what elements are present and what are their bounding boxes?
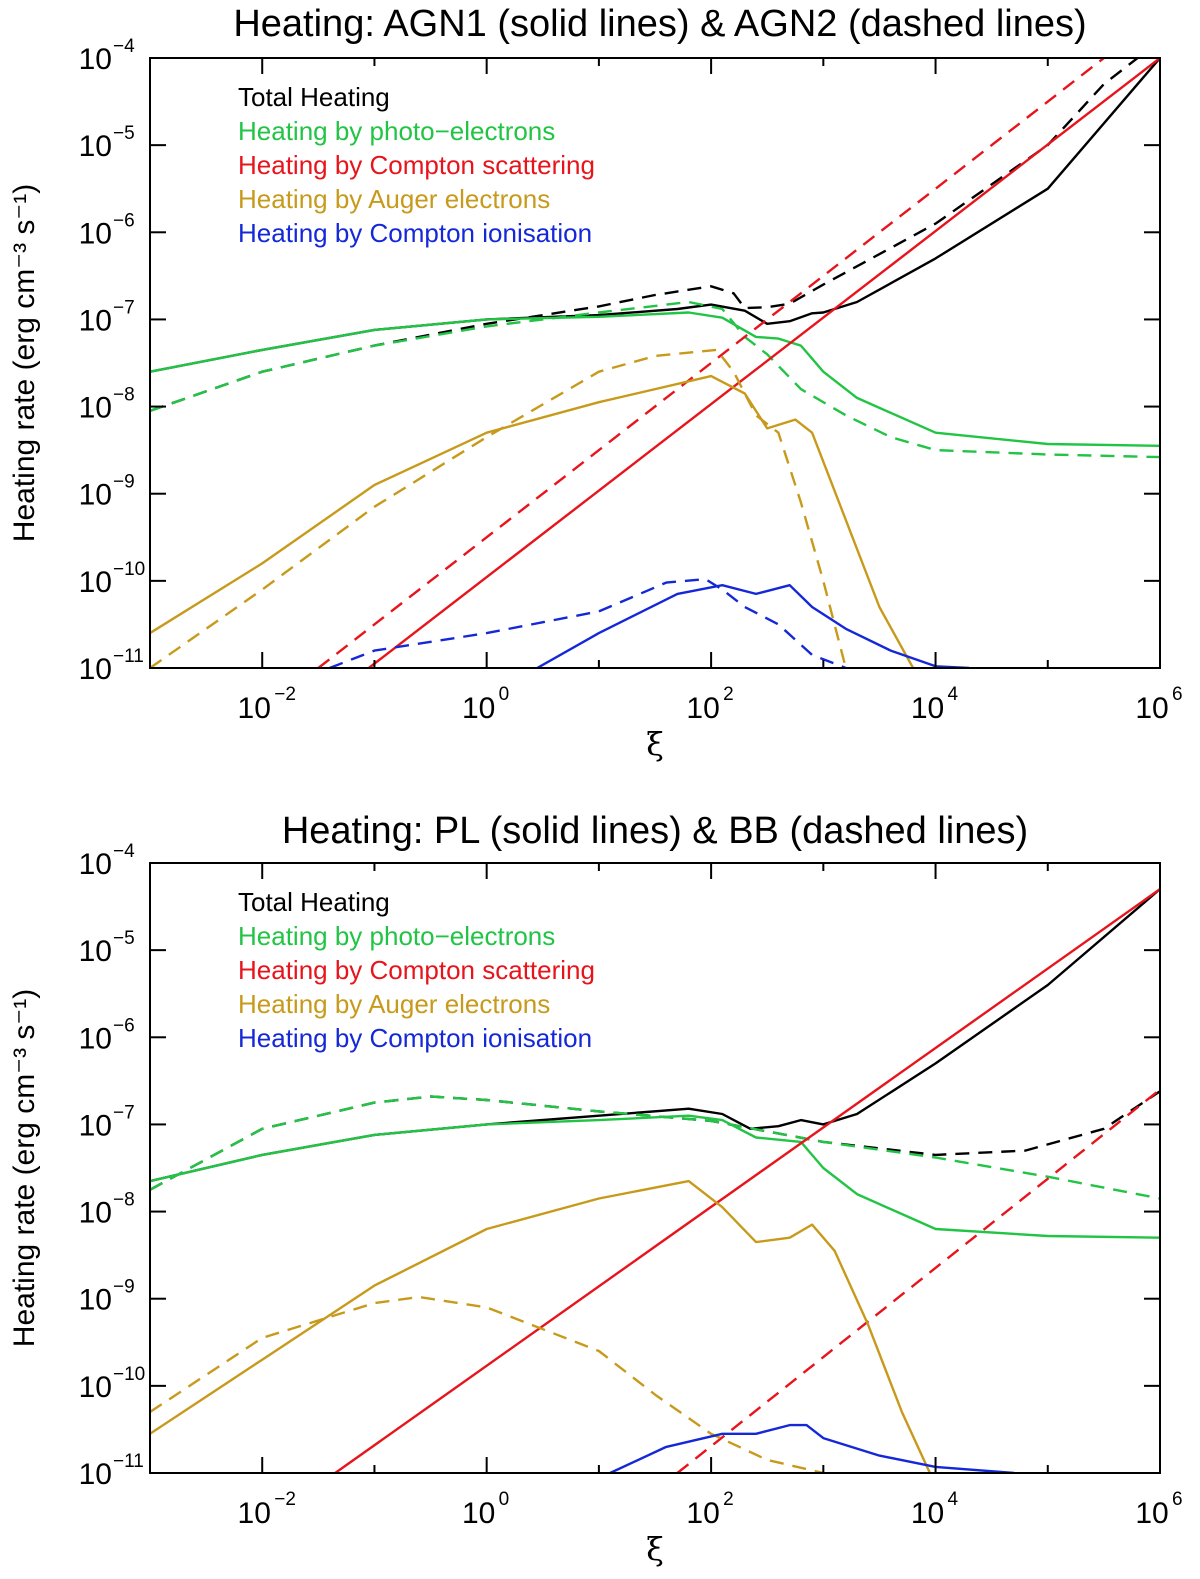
x-tick-exponent: −2 [274, 1489, 296, 1510]
series-line-total-dashed [150, 58, 1139, 413]
series-line-total-dashed [150, 1090, 1160, 1191]
legend-entry-photo: Heating by photo−electrons [238, 116, 555, 146]
series-line-compton_ion-dashed [329, 577, 847, 668]
x-tick-label: 10 [686, 692, 719, 725]
series-line-compton_ion-solid [536, 584, 970, 668]
y-tick-label: 10 [79, 653, 112, 686]
x-tick-label: 10 [911, 1497, 944, 1530]
x-axis-label: ξ [646, 725, 664, 763]
x-tick-label: 10 [911, 692, 944, 725]
x-tick-exponent: 0 [499, 684, 510, 705]
curves-group [150, 58, 1160, 668]
series-line-auger-solid [150, 1179, 931, 1473]
y-tick-exponent: −5 [113, 123, 135, 144]
legend: Total Heating Heating by photo−electrons H… [238, 887, 595, 1053]
series-line-compton_scat-solid [368, 58, 1160, 668]
y-tick-exponent: −9 [113, 1277, 135, 1298]
x-tick-label: 10 [1135, 692, 1168, 725]
x-tick-label: 10 [686, 1497, 719, 1530]
y-tick-exponent: −11 [113, 646, 144, 667]
panel-agn: Heating: AGN1 (solid lines) & AGN2 (dash… [8, 3, 1183, 763]
x-tick-exponent: 4 [948, 1489, 959, 1510]
x-tick-exponent: 6 [1172, 1489, 1183, 1510]
curves-group [150, 888, 1160, 1473]
series-line-photo-dashed [150, 300, 1160, 459]
series-line-compton_scat-dashed [676, 1088, 1160, 1473]
y-tick-exponent: −6 [113, 210, 135, 231]
y-tick-label: 10 [79, 1109, 112, 1142]
x-tick-label: 10 [238, 1497, 271, 1530]
y-tick-label: 10 [79, 1371, 112, 1404]
y-tick-exponent: −11 [113, 1451, 144, 1472]
x-tick-exponent: −2 [274, 684, 296, 705]
y-tick-exponent: −7 [113, 1102, 135, 1123]
legend-entry-photo: Heating by photo−electrons [238, 921, 555, 951]
y-tick-label: 10 [79, 130, 112, 163]
panel-pl-bb: Heating: PL (solid lines) & BB (dashed l… [8, 810, 1183, 1568]
y-axis-label: Heating rate (erg cm⁻³ s⁻¹) [8, 184, 41, 542]
x-axis-label: ξ [646, 1530, 664, 1568]
y-tick-label: 10 [79, 217, 112, 250]
y-tick-label: 10 [79, 304, 112, 337]
y-axis-label: Heating rate (erg cm⁻³ s⁻¹) [8, 989, 41, 1347]
y-tick-exponent: −5 [113, 928, 135, 949]
y-tick-exponent: −10 [113, 1364, 145, 1385]
y-tick-label: 10 [79, 1284, 112, 1317]
x-tick-exponent: 2 [723, 1489, 734, 1510]
x-tick-label: 10 [462, 692, 495, 725]
y-tick-exponent: −4 [113, 36, 135, 57]
y-tick-label: 10 [79, 848, 112, 881]
x-tick-exponent: 4 [948, 684, 959, 705]
y-tick-exponent: −10 [113, 559, 145, 580]
legend-entry-auger: Heating by Auger electrons [238, 184, 550, 214]
x-tick-exponent: 2 [723, 684, 734, 705]
x-tick-label: 10 [1135, 1497, 1168, 1530]
y-tick-exponent: −7 [113, 297, 135, 318]
series-line-photo-dashed [150, 1095, 1160, 1200]
y-tick-label: 10 [79, 43, 112, 76]
y-tick-exponent: −8 [113, 385, 135, 406]
series-line-compton_scat-dashed [317, 58, 1105, 668]
chart-title: Heating: PL (solid lines) & BB (dashed l… [282, 810, 1028, 852]
y-tick-exponent: −4 [113, 841, 135, 862]
x-tick-label: 10 [462, 1497, 495, 1530]
series-line-auger-dashed [150, 1295, 824, 1473]
plot-frame [149, 862, 1161, 1474]
y-tick-label: 10 [79, 1022, 112, 1055]
series-line-compton_ion-solid [609, 1423, 1015, 1473]
x-tick-exponent: 6 [1172, 684, 1183, 705]
y-tick-label: 10 [79, 1197, 112, 1230]
legend-entry-auger: Heating by Auger electrons [238, 989, 550, 1019]
series-line-compton_scat-solid [334, 888, 1160, 1473]
y-tick-exponent: −8 [113, 1190, 135, 1211]
plot-frame [149, 57, 1161, 669]
series-line-auger-solid [150, 374, 915, 668]
y-tick-exponent: −9 [113, 472, 135, 493]
legend: Total Heating Heating by photo−electrons H… [238, 82, 595, 248]
y-tick-label: 10 [79, 1458, 112, 1491]
y-tick-label: 10 [79, 935, 112, 968]
x-tick-exponent: 0 [499, 1489, 510, 1510]
legend-entry-compton_scat: Heating by Compton scattering [238, 955, 595, 985]
y-tick-label: 10 [79, 566, 112, 599]
series-line-auger-dashed [150, 348, 847, 668]
y-tick-label: 10 [79, 479, 112, 512]
legend-entry-compton_ion: Heating by Compton ionisation [238, 218, 592, 248]
legend-entry-total: Total Heating [238, 887, 390, 917]
series-line-photo-solid [150, 1114, 1160, 1239]
x-tick-label: 10 [238, 692, 271, 725]
legend-entry-total: Total Heating [238, 82, 390, 112]
y-tick-label: 10 [79, 392, 112, 425]
y-tick-exponent: −6 [113, 1015, 135, 1036]
series-line-photo-solid [150, 311, 1160, 447]
chart-title: Heating: AGN1 (solid lines) & AGN2 (dash… [233, 3, 1086, 45]
legend-entry-compton_scat: Heating by Compton scattering [238, 150, 595, 180]
legend-entry-compton_ion: Heating by Compton ionisation [238, 1023, 592, 1053]
